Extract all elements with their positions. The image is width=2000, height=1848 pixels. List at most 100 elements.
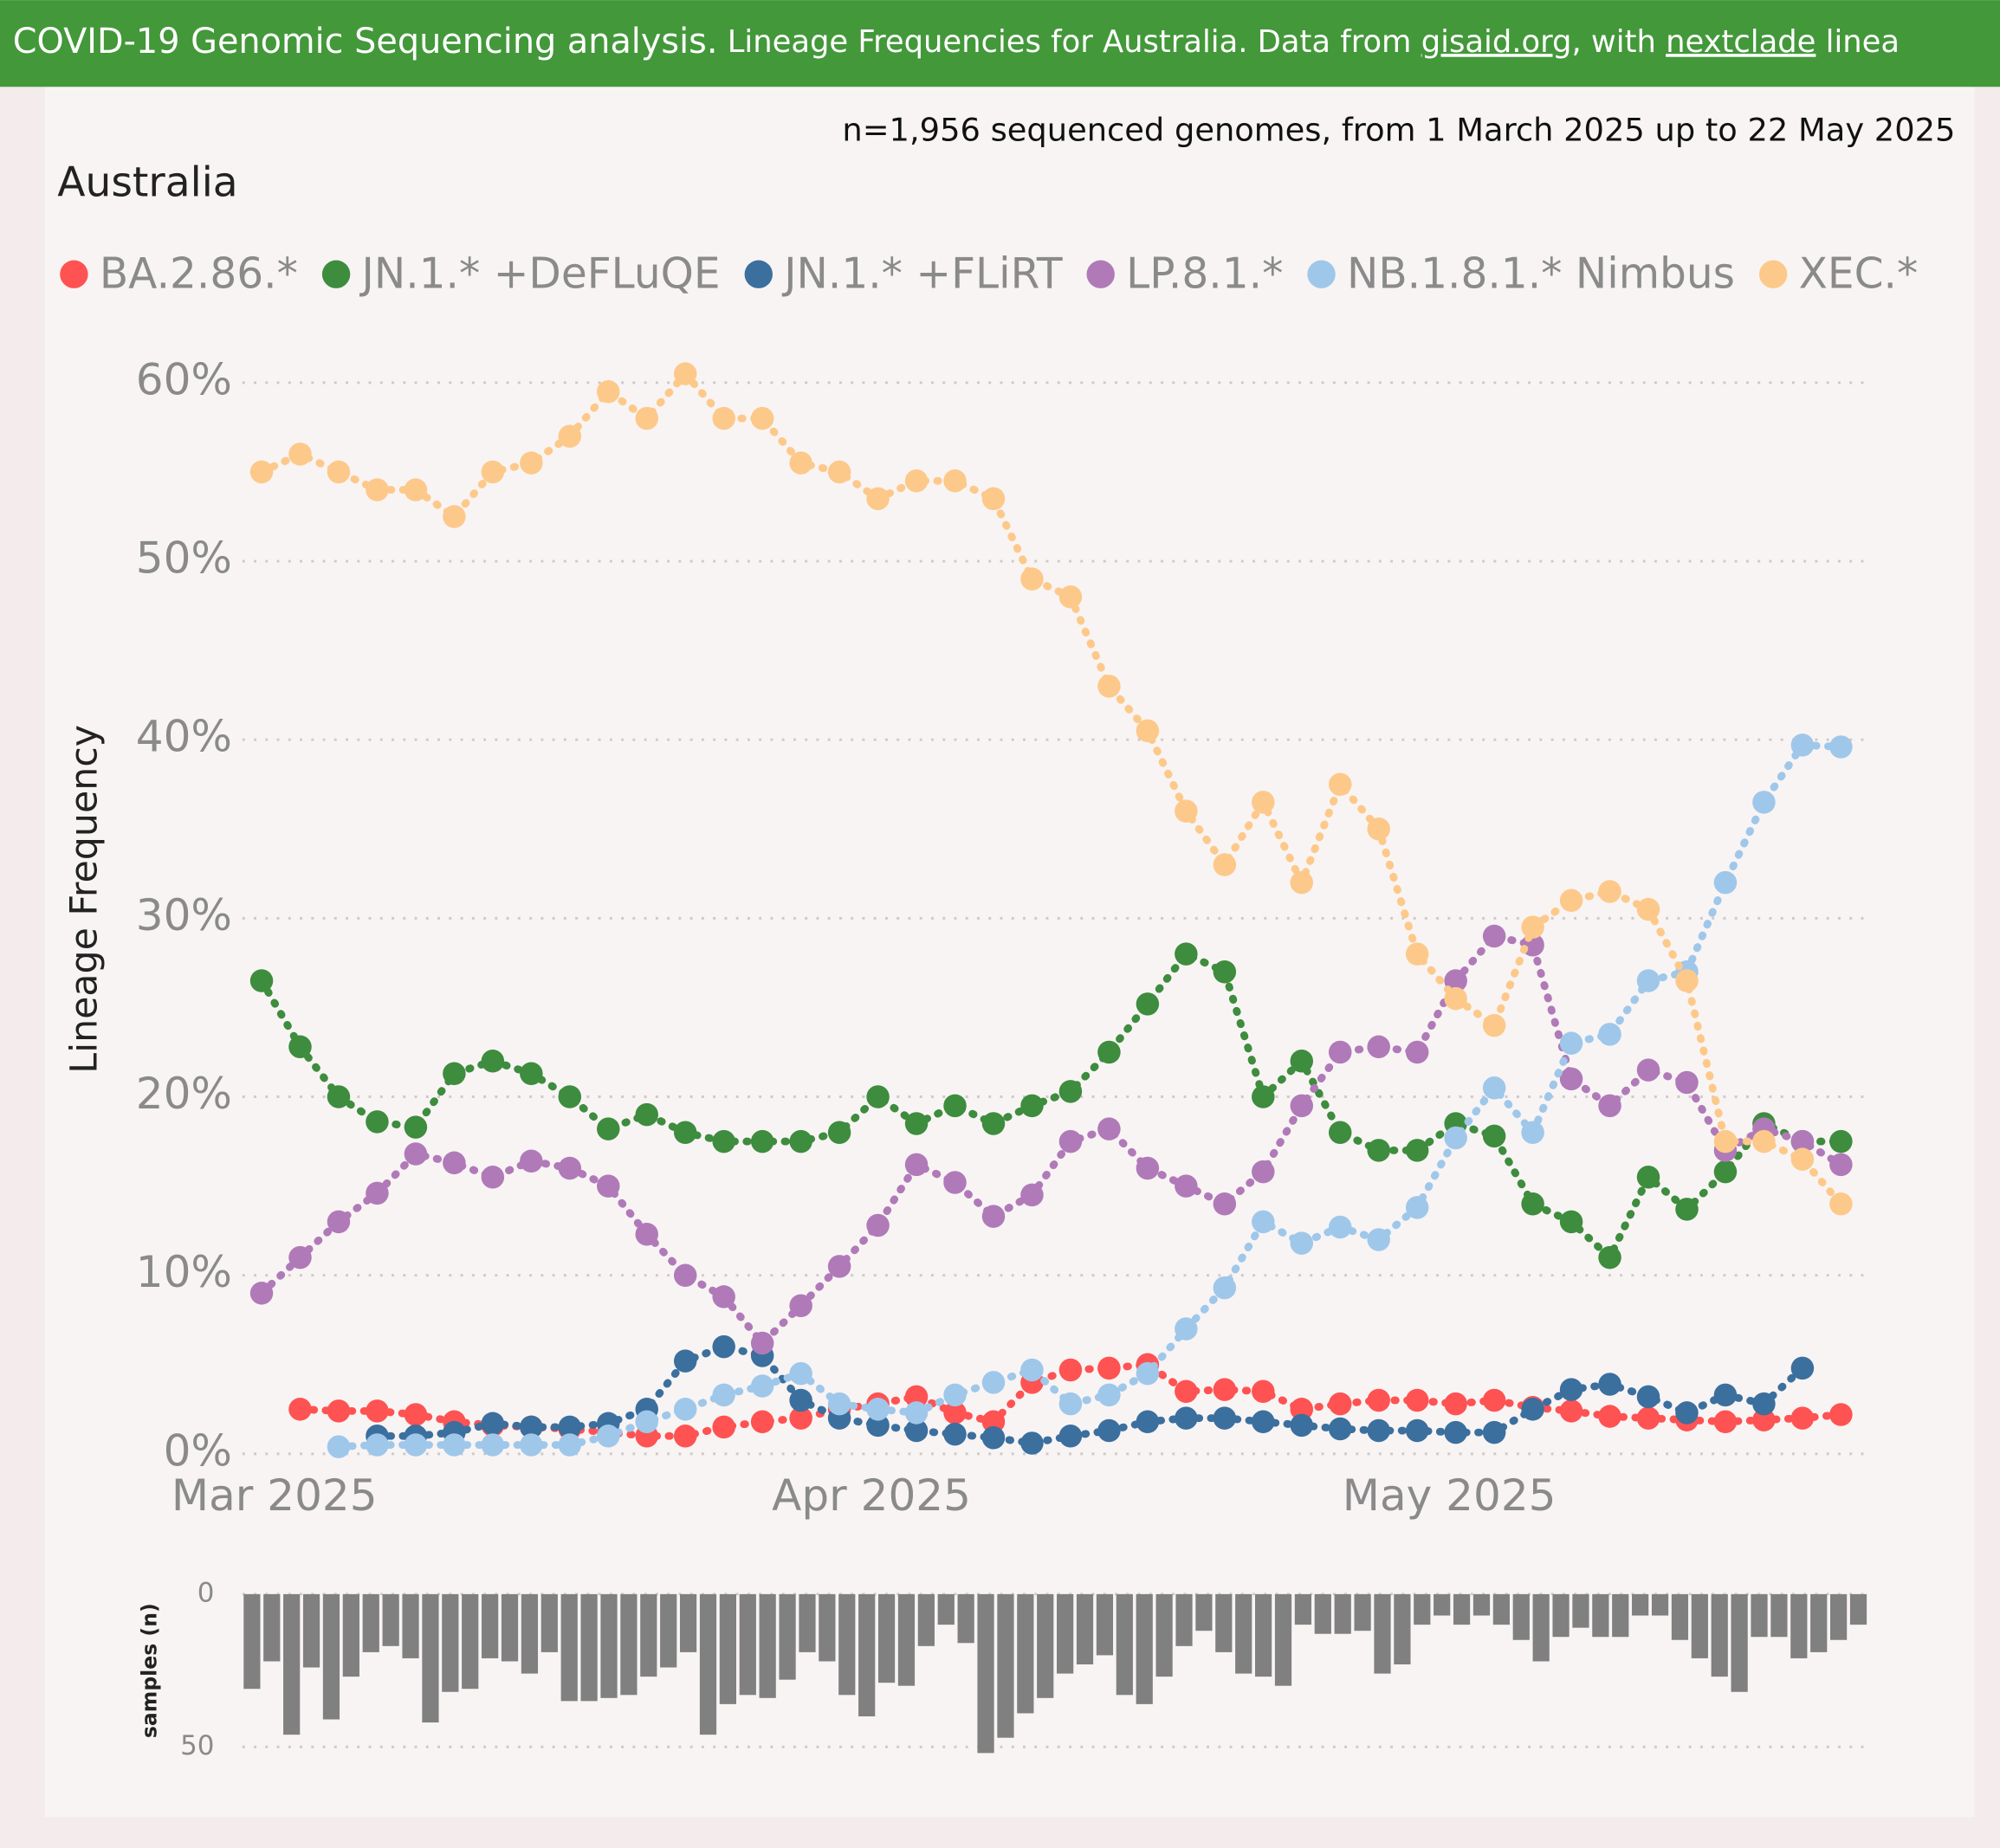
data-point — [1752, 791, 1776, 814]
header-link[interactable]: gisaid.org — [1421, 24, 1572, 60]
data-point — [866, 1398, 890, 1421]
data-point — [1328, 1417, 1352, 1441]
data-point — [558, 424, 582, 448]
data-point — [1829, 1403, 1853, 1426]
data-point — [404, 1433, 428, 1457]
data-point — [443, 1433, 466, 1457]
chart-title: Australia — [57, 159, 237, 207]
bar — [640, 1593, 657, 1677]
data-point — [1713, 870, 1738, 895]
data-point — [1290, 1231, 1314, 1255]
data-point — [1175, 1406, 1198, 1430]
data-point — [1290, 870, 1314, 895]
data-point — [1444, 986, 1467, 1011]
data-point — [943, 1094, 967, 1118]
data-point — [1675, 1198, 1699, 1221]
legend-label: NB.1.8.1.* Nimbus — [1347, 250, 1735, 299]
bar — [1552, 1593, 1570, 1638]
bar — [1711, 1593, 1728, 1677]
y-tick-label: 50% — [136, 533, 232, 584]
data-point — [1405, 1418, 1429, 1443]
data-point — [1752, 1129, 1776, 1153]
bar — [1434, 1593, 1451, 1616]
data-point — [635, 1102, 658, 1127]
data-point — [1175, 942, 1198, 966]
bar — [600, 1593, 618, 1698]
bar — [1057, 1593, 1074, 1674]
bar — [719, 1593, 736, 1704]
data-point — [1405, 1388, 1429, 1412]
data-point — [249, 460, 274, 484]
data-point — [827, 1392, 851, 1416]
header-text-2: , with — [1571, 24, 1666, 60]
bar — [1453, 1593, 1471, 1625]
data-point — [981, 1112, 1006, 1135]
bar — [1235, 1593, 1252, 1674]
bar — [1492, 1593, 1510, 1625]
bar — [838, 1593, 856, 1696]
data-point — [1482, 1420, 1506, 1444]
data-point — [327, 1085, 351, 1108]
data-point — [827, 460, 851, 484]
data-point — [1328, 772, 1352, 797]
data-point — [1559, 1378, 1583, 1401]
bar — [501, 1593, 519, 1662]
header-text-3: linea — [1816, 24, 1900, 60]
data-point — [1290, 1094, 1314, 1118]
y-tick-label: 30% — [136, 890, 232, 940]
data-point — [1136, 719, 1160, 743]
data-point — [1328, 1215, 1352, 1239]
data-point — [1482, 924, 1506, 948]
data-point — [1097, 1117, 1121, 1140]
y-tick-label: 20% — [136, 1069, 232, 1119]
data-point — [1790, 1147, 1815, 1171]
bar — [1572, 1593, 1589, 1628]
data-point — [1213, 1406, 1237, 1430]
data-point — [943, 1401, 967, 1425]
bar — [540, 1593, 558, 1652]
data-point — [1636, 1058, 1660, 1082]
data-point — [1636, 1406, 1660, 1430]
data-point — [1213, 853, 1237, 876]
bar — [1294, 1593, 1312, 1625]
data-point — [943, 1171, 967, 1194]
bar — [322, 1593, 340, 1720]
data-point — [866, 487, 890, 511]
data-point — [981, 1410, 1006, 1433]
y-axis-label: samples (n) — [137, 1603, 161, 1738]
data-point — [1213, 1276, 1237, 1300]
data-point — [404, 1403, 428, 1426]
data-point — [1213, 1378, 1237, 1401]
data-point — [327, 1399, 351, 1423]
y-tick-label: 60% — [136, 354, 232, 404]
data-point — [558, 1085, 582, 1108]
bar — [1037, 1593, 1054, 1698]
data-point — [1521, 1121, 1544, 1145]
data-point — [1444, 1126, 1467, 1150]
data-point — [1058, 1129, 1083, 1153]
bar — [1770, 1593, 1788, 1638]
data-point — [904, 1418, 929, 1443]
data-point — [481, 1412, 505, 1436]
data-point — [558, 1156, 582, 1180]
data-point — [1675, 1401, 1699, 1425]
data-point — [866, 1413, 890, 1438]
bar — [1136, 1593, 1153, 1704]
bar — [819, 1593, 836, 1662]
bar — [1195, 1593, 1213, 1632]
data-point — [1829, 1129, 1853, 1153]
bar — [779, 1593, 796, 1680]
data-point — [904, 1385, 929, 1409]
y-tick-label: 10% — [136, 1247, 232, 1297]
data-point — [673, 1349, 697, 1373]
data-point — [1675, 969, 1699, 992]
bar — [521, 1593, 539, 1674]
data-point — [673, 1424, 697, 1448]
header-link[interactable]: nextclade — [1666, 24, 1816, 60]
data-point — [1097, 1356, 1121, 1380]
data-point — [1713, 1410, 1738, 1433]
data-point — [1598, 880, 1621, 903]
bar — [1849, 1593, 1867, 1625]
panel — [44, 87, 1975, 1818]
